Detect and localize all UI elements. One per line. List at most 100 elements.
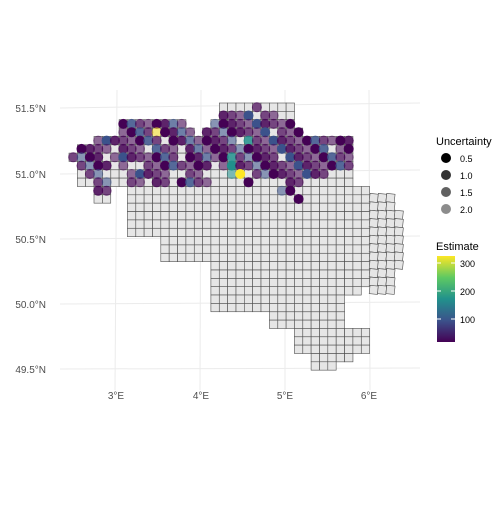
grid-cell (260, 102, 270, 112)
observation-point (226, 152, 237, 163)
observation-point (118, 127, 129, 138)
grid-cell (393, 243, 404, 253)
grid-cell (377, 284, 387, 295)
observation-point (235, 152, 246, 163)
grid-cell (177, 144, 187, 154)
uncertainty-legend: Uncertainty 0.5 1.0 1.5 2.0 (436, 136, 492, 215)
grid-cell (110, 177, 120, 187)
uncertainty-key-2 (441, 187, 451, 197)
grid-cell (210, 211, 220, 221)
observation-point (185, 135, 196, 146)
observation-point (318, 152, 329, 163)
grid-cell (344, 244, 354, 254)
grid-cell (335, 353, 345, 363)
observation-point (84, 160, 95, 171)
grid-cell (310, 294, 320, 304)
observation-point (210, 127, 221, 138)
grid-cell (135, 202, 145, 212)
observation-point (293, 194, 304, 204)
grid-cell (294, 261, 304, 271)
grid-cell (294, 303, 304, 313)
east-grid-cells (368, 193, 404, 295)
grid-cell (327, 194, 337, 204)
observation-point (260, 110, 271, 121)
observation-point (210, 152, 221, 163)
grid-cell (227, 186, 237, 196)
grid-cell (160, 244, 170, 254)
grid-cell (252, 236, 262, 246)
grid-cell (252, 228, 262, 237)
grid-cell (194, 202, 203, 212)
observation-point (226, 160, 237, 171)
observation-point (118, 118, 129, 129)
observation-point (243, 127, 254, 138)
grid-cell (194, 236, 203, 246)
grid-cell (269, 186, 279, 196)
observation-point (302, 160, 312, 171)
grid-cell (235, 136, 245, 146)
grid-cell (319, 228, 329, 237)
observation-point (335, 143, 346, 154)
observation-point (160, 177, 170, 188)
grid-cell (368, 193, 379, 203)
grid-cell (252, 177, 262, 187)
observation-point (260, 127, 271, 138)
observation-point (176, 135, 187, 146)
grid-cell (252, 253, 262, 262)
grid-cell (277, 219, 287, 229)
grid-cell (385, 234, 396, 245)
grid-cell (127, 202, 137, 212)
grid-cell (252, 211, 262, 221)
grid-cell (252, 261, 262, 271)
grid-cell (168, 177, 178, 187)
grid-cell (294, 344, 304, 354)
observation-point (235, 110, 246, 121)
grid-cell (385, 218, 396, 228)
observation-point (151, 127, 162, 138)
grid-cell (352, 236, 362, 246)
grid-cell (360, 328, 370, 338)
grid-cell (152, 211, 162, 221)
grid-cell (269, 211, 279, 221)
grid-cell (227, 261, 237, 271)
observation-point (218, 160, 229, 171)
grid-cell (227, 102, 237, 112)
colorbar-tick-label: 100 (460, 315, 475, 325)
grid-cell (310, 278, 320, 288)
grid-cell (310, 202, 320, 212)
observation-point (293, 135, 304, 146)
grid-cell (143, 144, 153, 154)
grid-cell (269, 269, 279, 279)
grid-cell (360, 236, 370, 246)
observation-point (93, 177, 104, 188)
grid-cell (352, 336, 362, 346)
estimate-legend: Estimate 100 200 300 (436, 241, 479, 342)
grid-cell (260, 244, 270, 254)
grid-cell (210, 202, 220, 212)
grid-cell (335, 219, 345, 229)
estimate-legend-title: Estimate (436, 241, 479, 253)
grid-cell (143, 228, 153, 237)
grid-cell (294, 286, 304, 296)
grid-cell (260, 261, 270, 271)
observation-point (101, 160, 112, 171)
grid-cell (385, 209, 396, 220)
grid-cell (143, 194, 153, 204)
grid-cell (327, 177, 337, 187)
observation-point (168, 127, 179, 138)
observation-point (126, 177, 137, 188)
grid-cell (110, 169, 120, 179)
lat-tick-label: 51.0°N (15, 170, 46, 181)
grid-cell (385, 276, 396, 287)
grid-cell (327, 244, 337, 254)
observation-point (268, 152, 279, 163)
grid-cell (319, 361, 329, 371)
grid-cell (227, 219, 237, 229)
observation-point (285, 152, 296, 163)
grid-cell (227, 236, 237, 246)
grid-cell (160, 186, 170, 196)
observation-point (185, 143, 196, 154)
grid-cell (227, 177, 237, 187)
observation-point (235, 118, 246, 129)
